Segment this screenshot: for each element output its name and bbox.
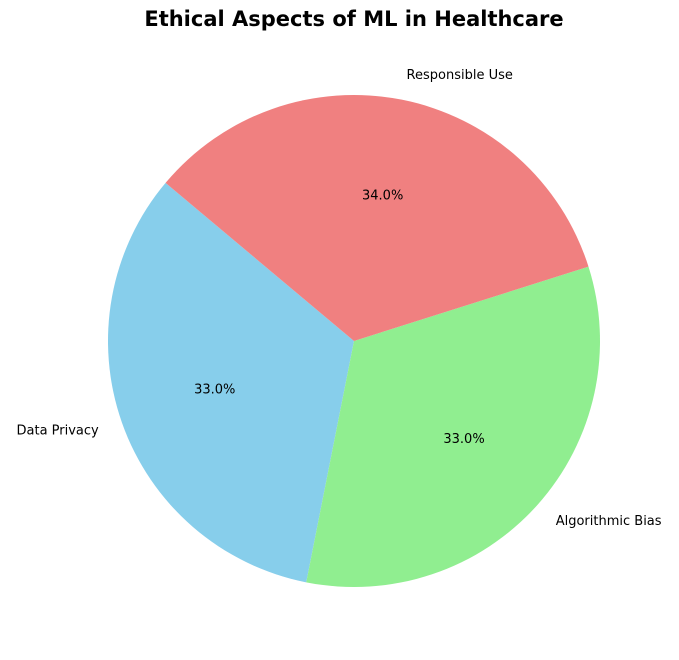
percent-label-algorithmic-bias: 33.0% <box>443 432 484 447</box>
pie-slice-data-privacy <box>107 182 354 583</box>
percent-label-responsible-use: 34.0% <box>362 189 403 204</box>
category-label-data-privacy: Data Privacy <box>17 423 100 438</box>
chart-title: Ethical Aspects of ML in Healthcare <box>144 7 564 31</box>
pie-slice-algorithmic-bias <box>306 266 600 587</box>
pie-slices <box>107 94 600 587</box>
percent-labels: 33.0% 33.0% 34.0% <box>194 189 485 447</box>
category-labels: Data Privacy Algorithmic Bias Responsible … <box>17 68 662 529</box>
pie-slice-responsible-use <box>165 94 589 341</box>
percent-label-data-privacy: 33.0% <box>194 383 235 398</box>
category-label-responsible-use: Responsible Use <box>407 68 513 83</box>
category-label-algorithmic-bias: Algorithmic Bias <box>556 514 662 529</box>
